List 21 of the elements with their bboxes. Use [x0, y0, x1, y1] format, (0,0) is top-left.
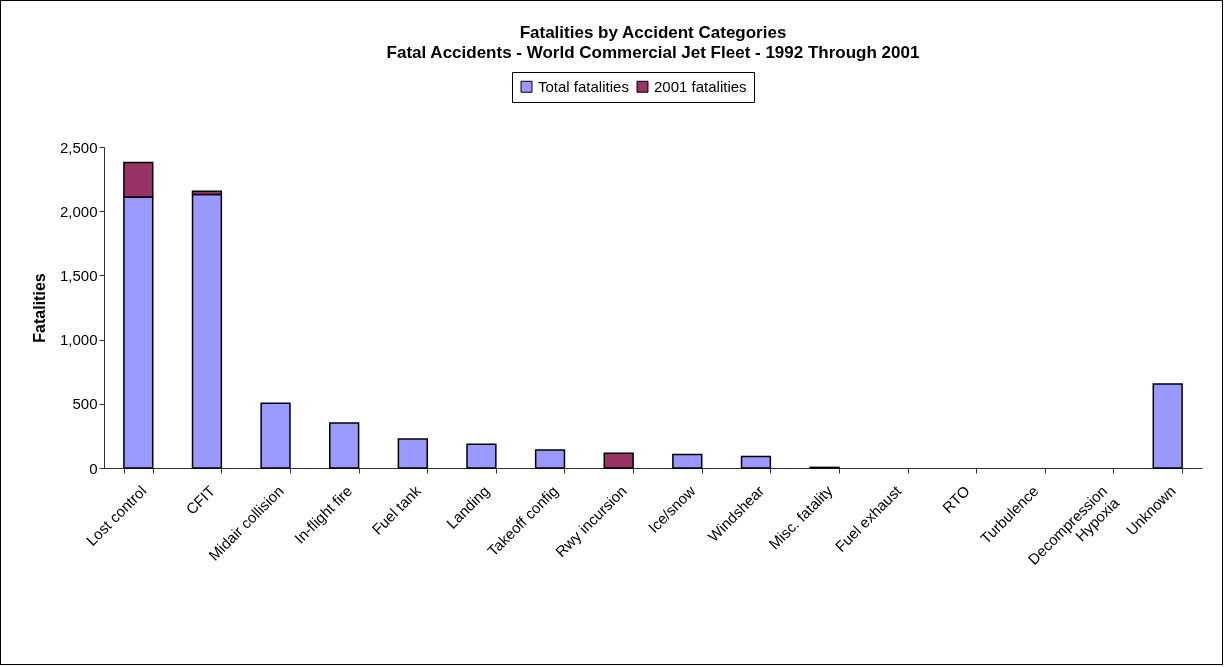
bar	[534, 449, 566, 469]
y-axis-title: Fatalities	[30, 273, 48, 343]
bar	[191, 193, 223, 469]
chart-subtitle: Fatal Accidents - World Commercial Jet Fleet - 1992 Through 2001	[386, 42, 920, 62]
y-tick-label: 1,000	[59, 331, 98, 349]
bar	[1152, 383, 1183, 469]
bar	[466, 443, 497, 469]
y-tick-label: 2,000	[59, 202, 98, 220]
legend-label: Total fatalities	[538, 77, 629, 95]
bar	[397, 438, 428, 469]
y-tick-label: 2,500	[59, 138, 98, 156]
bar	[672, 453, 703, 469]
y-tick-label: 500	[72, 395, 98, 413]
bar	[603, 452, 634, 469]
chart-title: Fatalities by Accident Categories	[519, 22, 787, 42]
y-tick-label: 0	[89, 459, 98, 477]
bar	[329, 422, 360, 469]
bar	[740, 455, 772, 469]
bar	[260, 402, 291, 469]
y-tick-label: 1,500	[59, 266, 98, 284]
legend-label: 2001 fatalities	[654, 77, 747, 95]
